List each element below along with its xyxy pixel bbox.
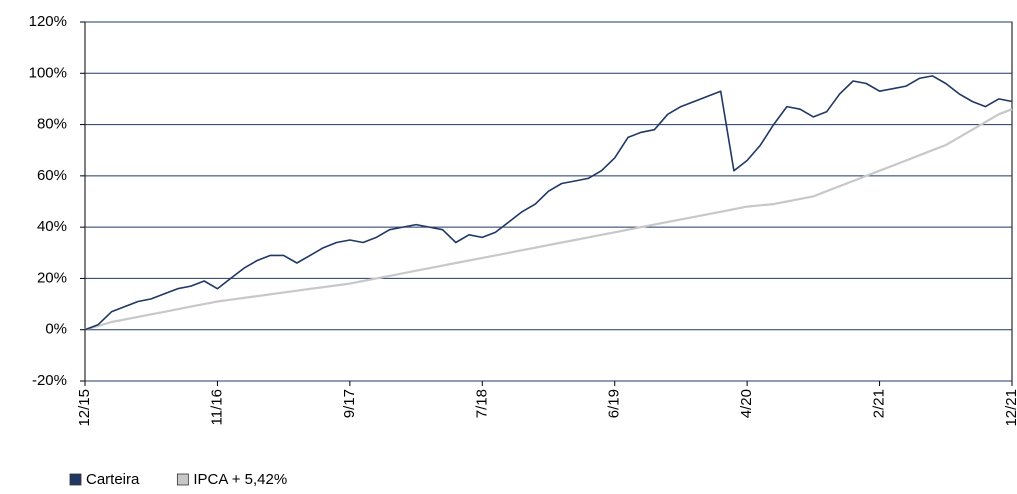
- y-tick-label: 20%: [37, 269, 67, 286]
- x-tick-label: 7/18: [473, 389, 490, 418]
- x-tick-label: 12/15: [76, 389, 93, 427]
- x-tick-label: 9/17: [341, 389, 358, 418]
- legend-swatch: [176, 473, 189, 486]
- plot-frame: [84, 21, 1013, 382]
- series-line: [84, 75, 1013, 331]
- y-tick-label: 40%: [37, 218, 67, 235]
- y-tick-label: 80%: [37, 116, 67, 133]
- y-tick-label: 0%: [45, 321, 67, 338]
- series-line: [84, 108, 1013, 331]
- y-tick-label: -20%: [32, 372, 67, 389]
- x-tick-label: 11/16: [208, 389, 225, 425]
- x-tick-label: 6/19: [606, 389, 623, 418]
- x-tick-label: 12/21: [1003, 389, 1017, 427]
- x-tick-label: 4/20: [738, 389, 755, 418]
- x-tick-label: 2/21: [871, 389, 888, 418]
- y-tick-label: 60%: [37, 167, 67, 184]
- legend-swatch: [69, 473, 82, 486]
- legend-label: Carteira: [86, 471, 140, 488]
- legend-label: IPCA + 5,42%: [193, 471, 287, 488]
- y-tick-label: 100%: [29, 64, 67, 81]
- y-tick-label: 120%: [29, 13, 67, 30]
